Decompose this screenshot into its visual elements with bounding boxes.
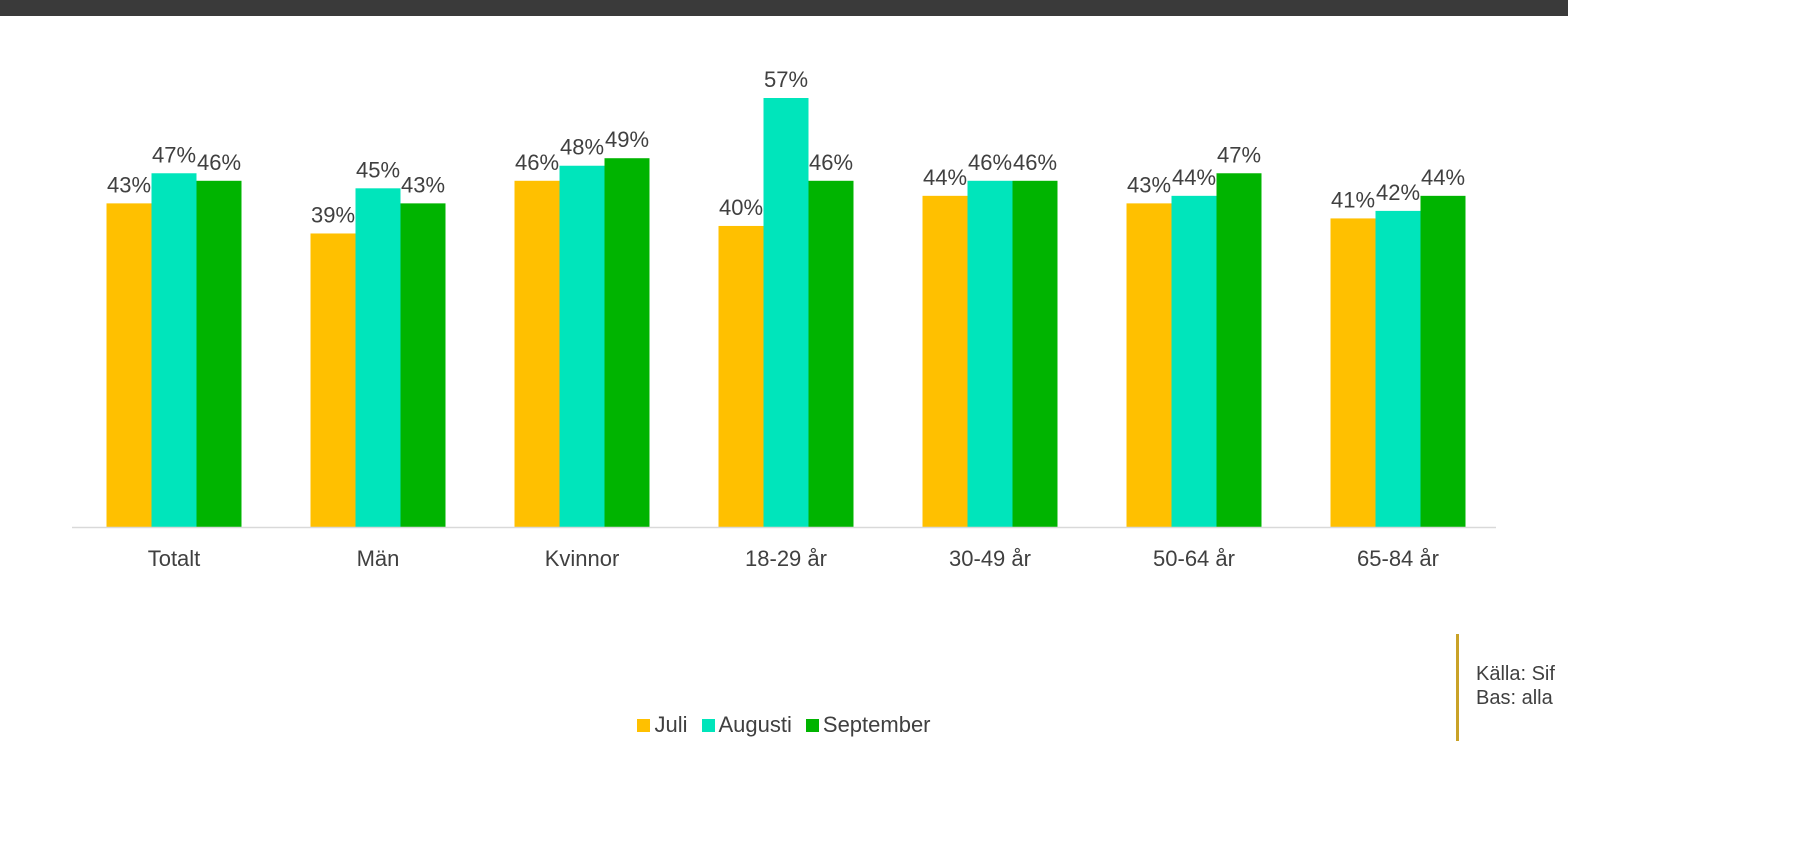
category-label-5: 50-64 år — [1153, 546, 1235, 571]
data-label-september-4: 46% — [1013, 150, 1057, 175]
legend-item-september: September — [805, 712, 931, 738]
bar-september-4 — [1012, 180, 1058, 527]
bar-juli-1 — [310, 233, 356, 527]
legend-item-juli: Juli — [637, 712, 688, 738]
bar-september-3 — [808, 180, 854, 527]
data-label-augusti-5: 44% — [1172, 165, 1216, 190]
legend-label-augusti: Augusti — [718, 712, 792, 737]
bar-juli-0 — [106, 203, 152, 528]
bar-juli-6 — [1330, 218, 1376, 527]
category-label-1: Män — [357, 546, 400, 571]
bar-augusti-1 — [355, 188, 401, 527]
data-label-juli-0: 43% — [107, 172, 151, 197]
data-label-augusti-0: 47% — [152, 142, 196, 167]
bar-september-2 — [604, 158, 650, 528]
data-label-september-1: 43% — [401, 172, 445, 197]
data-label-september-0: 46% — [197, 150, 241, 175]
category-label-3: 18-29 år — [745, 546, 827, 571]
data-label-augusti-4: 46% — [968, 150, 1012, 175]
bar-juli-5 — [1126, 203, 1172, 528]
data-label-juli-1: 39% — [311, 202, 355, 227]
bar-augusti-3 — [763, 98, 809, 527]
data-label-september-6: 44% — [1421, 165, 1465, 190]
category-label-0: Totalt — [148, 546, 201, 571]
legend: Juli Augusti September — [0, 710, 1568, 740]
bar-augusti-0 — [151, 173, 197, 527]
bar-september-6 — [1420, 195, 1466, 527]
legend-swatch-augusti — [701, 718, 715, 732]
data-label-juli-5: 43% — [1127, 172, 1171, 197]
data-label-september-2: 49% — [605, 127, 649, 152]
bar-september-1 — [400, 203, 446, 528]
category-label-2: Kvinnor — [545, 546, 620, 571]
bar-augusti-2 — [559, 165, 605, 527]
top-bar — [0, 0, 1568, 16]
bar-juli-2 — [514, 180, 560, 527]
data-label-augusti-1: 45% — [356, 157, 400, 182]
source-line-2: Bas: alla — [1476, 687, 1553, 709]
legend-item-augusti: Augusti — [701, 712, 792, 738]
category-label-4: 30-49 år — [949, 546, 1031, 571]
data-label-juli-6: 41% — [1331, 187, 1375, 212]
legend-label-juli: Juli — [654, 712, 688, 737]
source-note: Källa: Sif Bas: alla — [1456, 634, 1568, 741]
data-label-augusti-3: 57% — [764, 67, 808, 92]
bar-augusti-5 — [1171, 195, 1217, 527]
source-line-1: Källa: Sif — [1476, 663, 1555, 685]
bar-juli-4 — [922, 195, 968, 527]
legend-swatch-juli — [637, 718, 651, 732]
data-label-september-3: 46% — [809, 150, 853, 175]
legend-label-september: September — [822, 712, 931, 737]
category-label-6: 65-84 år — [1357, 546, 1439, 571]
legend-swatch-september — [805, 718, 819, 732]
data-label-september-5: 47% — [1217, 142, 1261, 167]
data-label-juli-4: 44% — [923, 165, 967, 190]
data-label-juli-2: 46% — [515, 150, 559, 175]
data-label-augusti-2: 48% — [560, 135, 604, 160]
bar-september-0 — [196, 180, 242, 527]
data-label-augusti-6: 42% — [1376, 180, 1420, 205]
bar-augusti-6 — [1375, 210, 1421, 528]
bar-september-5 — [1216, 173, 1262, 527]
bar-juli-3 — [718, 225, 764, 527]
data-label-juli-3: 40% — [719, 195, 763, 220]
bar-augusti-4 — [967, 180, 1013, 527]
